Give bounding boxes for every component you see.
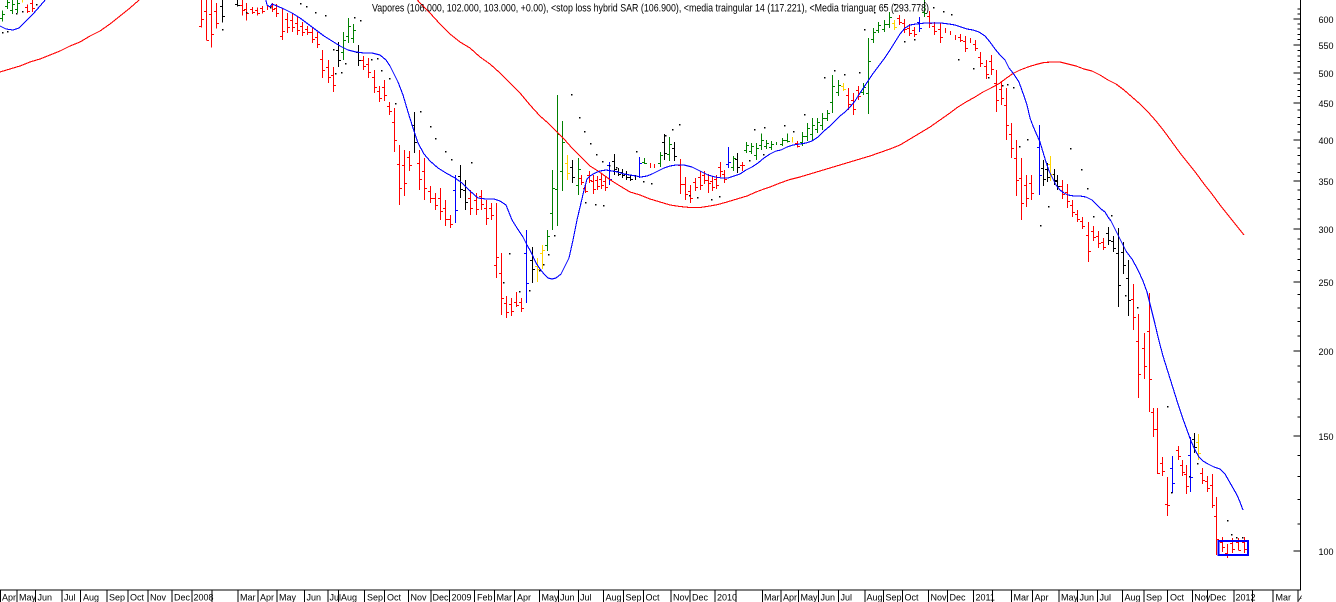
svg-text:May: May [801, 593, 819, 602]
svg-text:300: 300 [1319, 225, 1334, 235]
svg-text:Nov: Nov [931, 593, 948, 602]
svg-text:Apr: Apr [260, 593, 274, 602]
svg-text:Mar: Mar [1014, 593, 1030, 602]
svg-text:Dec: Dec [174, 593, 191, 602]
svg-text:500: 500 [1319, 69, 1334, 79]
svg-text:May: May [279, 593, 297, 602]
svg-text:250: 250 [1319, 278, 1334, 288]
svg-text:400: 400 [1319, 136, 1334, 146]
svg-text:Jun: Jun [821, 593, 836, 602]
svg-text:Jul: Jul [64, 593, 76, 602]
svg-text:550: 550 [1319, 41, 1334, 51]
svg-text:Feb: Feb [477, 593, 493, 602]
svg-text:A: A [1298, 593, 1305, 602]
svg-text:Sep: Sep [109, 593, 125, 602]
svg-text:450: 450 [1319, 99, 1334, 109]
svg-text:Oct: Oct [387, 593, 402, 602]
svg-text:350: 350 [1319, 177, 1334, 187]
svg-text:Mar: Mar [497, 593, 513, 602]
svg-text:Vapores (106.000, 102.000, 103: Vapores (106.000, 102.000, 103.000, +0.0… [372, 3, 929, 15]
svg-text:Aug: Aug [1125, 593, 1141, 602]
svg-text:Apr: Apr [783, 593, 797, 602]
svg-text:Aug: Aug [341, 593, 357, 602]
svg-text:Nov: Nov [673, 593, 690, 602]
svg-text:2010: 2010 [717, 593, 737, 602]
svg-text:Jun: Jun [307, 593, 322, 602]
svg-text:Apr: Apr [1035, 593, 1049, 602]
svg-text:Dec: Dec [433, 593, 450, 602]
svg-text:Sep: Sep [1146, 593, 1162, 602]
svg-text:Dec: Dec [692, 593, 709, 602]
svg-text:Jun: Jun [38, 593, 53, 602]
svg-text:200: 200 [1319, 347, 1334, 357]
svg-text:Apr: Apr [517, 593, 531, 602]
svg-text:2008: 2008 [194, 593, 214, 602]
svg-text:Dec: Dec [950, 593, 967, 602]
svg-text:May: May [19, 593, 37, 602]
svg-text:Sep: Sep [886, 593, 902, 602]
svg-text:Jul: Jul [1100, 593, 1112, 602]
svg-text:Aug: Aug [867, 593, 883, 602]
svg-text:May: May [542, 593, 560, 602]
svg-text:Oct: Oct [1170, 593, 1185, 602]
svg-text:Nov: Nov [1194, 593, 1211, 602]
svg-text:Sep: Sep [626, 593, 642, 602]
svg-text:Mar: Mar [240, 593, 256, 602]
svg-text:Sep: Sep [367, 593, 383, 602]
svg-text:Jun: Jun [560, 593, 575, 602]
svg-text:Jul: Jul [580, 593, 592, 602]
svg-text:150: 150 [1319, 432, 1334, 442]
svg-text:Apr: Apr [2, 593, 16, 602]
svg-text:Oct: Oct [646, 593, 661, 602]
svg-text:Nov: Nov [150, 593, 167, 602]
svg-text:Oct: Oct [905, 593, 920, 602]
svg-text:Jul: Jul [841, 593, 853, 602]
svg-text:Nov: Nov [411, 593, 428, 602]
svg-text:600: 600 [1319, 15, 1334, 25]
svg-text:Aug: Aug [606, 593, 622, 602]
svg-text:Aug: Aug [83, 593, 99, 602]
svg-text:2009: 2009 [452, 593, 472, 602]
svg-text:Jul: Jul [330, 593, 342, 602]
svg-text:Mar: Mar [764, 593, 780, 602]
svg-text:2012: 2012 [1236, 593, 1256, 602]
svg-text:Oct: Oct [130, 593, 145, 602]
svg-text:Mar: Mar [1276, 593, 1292, 602]
svg-text:100: 100 [1319, 547, 1334, 557]
svg-text:2011: 2011 [976, 593, 995, 602]
svg-text:May: May [1061, 593, 1079, 602]
svg-text:Jun: Jun [1080, 593, 1095, 602]
svg-text:Dec: Dec [1210, 593, 1227, 602]
